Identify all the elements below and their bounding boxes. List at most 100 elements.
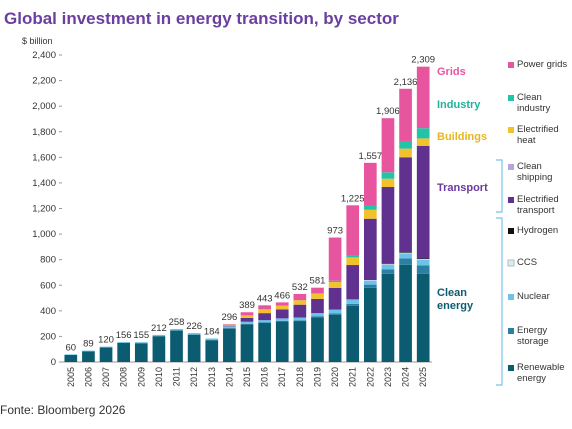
total-label: 156 — [116, 330, 132, 341]
bar-segment — [399, 157, 412, 252]
bar-segment — [381, 264, 395, 270]
bar-segment — [311, 316, 324, 318]
y-tick-label: 400 — [40, 306, 56, 317]
bar-segment — [64, 354, 78, 362]
bar-segment — [399, 253, 412, 259]
x-tick-label: 2005 — [66, 367, 76, 387]
bar-segment — [275, 320, 289, 322]
legend-swatch — [508, 127, 514, 133]
bar-segment — [399, 148, 412, 157]
bar-segment — [381, 269, 395, 274]
legend-label: Electrified transport — [517, 194, 559, 216]
total-label: 184 — [204, 326, 220, 337]
total-label: 60 — [66, 342, 77, 353]
bar-segment — [293, 320, 307, 322]
total-label: 212 — [151, 323, 167, 334]
legend-swatch — [508, 228, 514, 234]
legend-swatch — [508, 197, 514, 203]
bar-segment — [416, 128, 430, 139]
y-axis-label: $ billion — [22, 36, 53, 46]
legend-swatch — [508, 365, 514, 371]
bar-segment — [117, 342, 131, 343]
bar-segment — [416, 66, 430, 129]
bar-segment — [134, 342, 148, 344]
bar-segment — [311, 298, 324, 314]
y-tick-label: 1,800 — [32, 127, 56, 138]
bar-segment — [363, 280, 377, 281]
bar-segment — [82, 350, 95, 352]
bar-segment — [311, 313, 324, 317]
bar-segment — [381, 178, 395, 188]
legend-swatch — [508, 294, 514, 300]
total-label: 1,225 — [341, 193, 365, 204]
total-label: 155 — [133, 330, 149, 341]
bar-segment — [152, 336, 166, 362]
bar-segment — [328, 282, 342, 288]
bar-segment — [99, 346, 113, 348]
bar-segment — [258, 322, 271, 323]
legend-swatch — [508, 62, 514, 68]
bar-segment — [416, 259, 430, 260]
bar-segment — [328, 287, 342, 310]
y-tick-label: 2,000 — [32, 101, 56, 112]
bar-segment — [311, 287, 324, 294]
total-label: 120 — [98, 335, 114, 346]
total-label: 532 — [292, 282, 308, 293]
legend-bracket — [496, 217, 503, 386]
source: Fonte: Bloomberg 2026 — [0, 403, 126, 417]
total-label: 443 — [257, 293, 273, 304]
y-tick-label: 2,200 — [32, 76, 56, 87]
legend-label: Clean shipping — [517, 161, 553, 183]
bar-segment — [293, 304, 307, 318]
y-tick-label: 200 — [40, 331, 56, 342]
bar-segment — [170, 328, 183, 331]
x-tick-label: 2017 — [277, 367, 287, 387]
bar-segment — [346, 255, 360, 258]
x-tick-label: 2014 — [224, 367, 234, 387]
chart-title: Global investment in energy transition, … — [4, 9, 399, 28]
bar-segment — [328, 237, 342, 281]
bar-segment — [170, 330, 183, 362]
bar-segment — [328, 309, 342, 314]
bar-segment — [363, 162, 377, 206]
legend-label: Nuclear — [517, 291, 550, 302]
bar-segment — [416, 265, 430, 274]
bar-segment — [381, 172, 395, 179]
x-tick-label: 2015 — [242, 367, 252, 387]
legend-bracket — [496, 159, 503, 213]
y-tick-label: 1,000 — [32, 229, 56, 240]
legend-label: Hydrogen — [517, 225, 559, 236]
bar-segment — [258, 309, 271, 314]
total-label: 1,557 — [358, 151, 382, 162]
bar-segment — [275, 302, 289, 306]
bar-segment — [258, 313, 271, 321]
bar-segment — [416, 258, 430, 260]
legend-swatch — [508, 95, 514, 101]
bar-segment — [363, 280, 377, 285]
x-tick-label: 2011 — [172, 367, 182, 386]
bar-segment — [381, 187, 395, 264]
bar-segment — [240, 321, 254, 324]
legend-label: CCS — [517, 257, 538, 268]
x-tick-label: 2007 — [101, 367, 111, 387]
bar-segment — [275, 318, 289, 321]
x-tick-label: 2023 — [383, 367, 393, 387]
bar-segment — [328, 280, 342, 283]
x-tick-label: 2020 — [330, 367, 340, 387]
y-tick-label: 0 — [51, 357, 56, 368]
legend-group: Industry — [437, 99, 481, 111]
bar-segment — [346, 303, 360, 306]
legend-label: Clean industry — [517, 92, 551, 114]
x-tick-label: 2009 — [136, 367, 146, 387]
x-tick-label: 2010 — [154, 367, 164, 387]
bar-segment — [223, 325, 236, 327]
legend-group: Buildings — [437, 131, 488, 143]
bar-segment — [205, 340, 219, 362]
bar-segment — [205, 338, 219, 341]
total-label: 2,136 — [394, 77, 418, 88]
legend-label: Power grids — [517, 59, 568, 70]
bar-segment — [134, 343, 148, 362]
legend-group: Grids — [437, 66, 466, 78]
bar-segment — [258, 322, 271, 362]
